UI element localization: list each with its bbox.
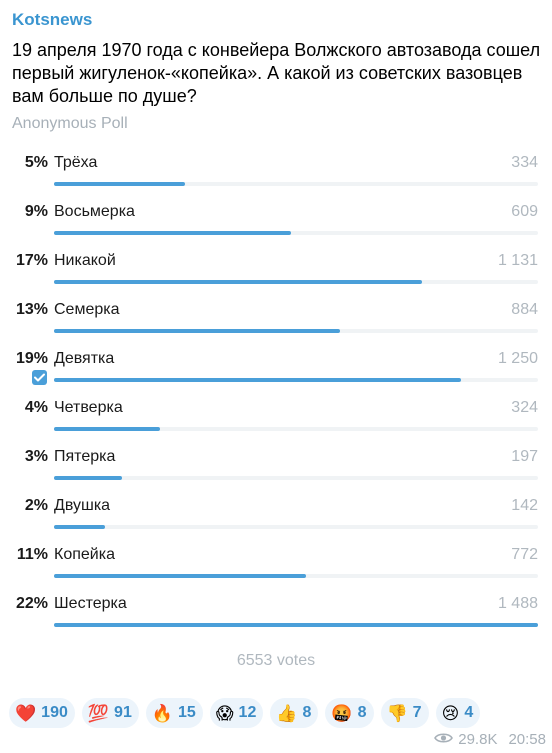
option-vote-count: 609 [511, 203, 538, 220]
option-label: Девятка [54, 350, 115, 367]
option-result-fill [54, 574, 306, 578]
hundred-points-icon: 💯 [87, 703, 110, 723]
poll-option[interactable]: 11% Копейка 772 [0, 546, 552, 595]
option-percent: 3% [24, 448, 48, 465]
views-count: 29.8K [458, 731, 498, 748]
option-result-fill [54, 280, 422, 284]
heart-icon: ❤️ [15, 703, 37, 723]
option-result-bar [54, 574, 538, 578]
poll-option[interactable]: 4% Четверка 324 [0, 399, 552, 448]
poll-option[interactable]: 22% Шестерка 1 488 [0, 595, 552, 644]
option-label: Пятерка [54, 448, 116, 465]
reaction-count: 8 [302, 704, 312, 721]
reaction-count: 12 [238, 704, 257, 721]
reaction-count: 91 [114, 704, 132, 721]
reaction-button[interactable]: 😱 12 [209, 698, 264, 728]
option-label: Никакой [54, 252, 116, 269]
cursing-face-icon: 🤬 [331, 703, 353, 723]
option-percent: 5% [24, 154, 48, 171]
reaction-count: 190 [41, 704, 68, 721]
option-result-fill [54, 525, 105, 529]
poll-option[interactable]: 2% Двушка 142 [0, 497, 552, 546]
channel-name[interactable]: Kotsnews [12, 10, 93, 29]
option-vote-count: 142 [511, 497, 538, 514]
reaction-count: 15 [178, 704, 196, 721]
option-vote-count: 1 250 [497, 350, 538, 367]
poll-question: 19 апреля 1970 года с конвейера Волжског… [12, 40, 541, 106]
option-percent: 2% [24, 497, 48, 514]
reaction-count: 8 [357, 704, 367, 721]
option-vote-count: 884 [511, 301, 538, 318]
fire-icon: 🔥 [151, 703, 174, 723]
poll-type-label: Anonymous Poll [12, 115, 128, 132]
option-vote-count: 1 131 [497, 252, 538, 269]
option-result-fill [54, 329, 340, 333]
selected-check-icon [32, 370, 47, 385]
option-label: Шестерка [54, 595, 127, 612]
reaction-count: 7 [412, 704, 422, 721]
option-label: Двушка [54, 497, 111, 514]
option-percent: 4% [24, 399, 48, 416]
reaction-button[interactable]: 👍 8 [270, 698, 319, 728]
poll-option[interactable]: 13% Семерка 884 [0, 301, 552, 350]
option-label: Трёха [54, 154, 98, 171]
option-result-bar [54, 329, 538, 333]
crying-face-icon: 😢 [441, 703, 460, 723]
option-result-fill [54, 231, 292, 235]
option-label: Четверка [54, 399, 123, 416]
reaction-button[interactable]: 💯 91 [81, 698, 139, 728]
option-label: Восьмерка [54, 203, 135, 220]
reaction-button[interactable]: 👎 7 [380, 698, 429, 728]
option-vote-count: 1 488 [497, 595, 538, 612]
option-percent: 17% [15, 252, 48, 269]
total-votes[interactable]: 6553 votes [236, 652, 316, 669]
reaction-button[interactable]: ❤️ 190 [9, 698, 75, 728]
screaming-face-icon: 😱 [215, 703, 234, 723]
option-result-bar [54, 623, 538, 627]
option-vote-count: 772 [511, 546, 538, 563]
option-vote-count: 334 [511, 154, 538, 171]
option-result-fill [54, 427, 161, 431]
option-result-bar [54, 427, 538, 431]
eye-icon [434, 731, 454, 748]
option-result-bar [54, 182, 538, 186]
poll-option[interactable]: 17% Никакой 1 131 [0, 252, 552, 301]
poll-option[interactable]: 5% Трёха 334 [0, 154, 552, 203]
post-meta: 29.8K 20:58 [434, 731, 546, 748]
thumbs-up-icon: 👍 [276, 703, 298, 723]
option-result-fill [54, 476, 122, 480]
reaction-count: 4 [464, 704, 474, 721]
reaction-button[interactable]: 😢 4 [435, 698, 481, 728]
poll-option[interactable]: 19% Девятка 1 250 [0, 350, 552, 399]
option-result-bar [54, 231, 538, 235]
option-result-fill [54, 182, 185, 186]
option-vote-count: 197 [511, 448, 538, 465]
poll-option[interactable]: 9% Восьмерка 609 [0, 203, 552, 252]
option-result-bar [54, 476, 538, 480]
option-vote-count: 324 [511, 399, 538, 416]
post-time: 20:58 [508, 731, 546, 748]
option-result-fill [54, 378, 461, 382]
option-percent: 19% [15, 350, 48, 367]
option-result-bar [54, 378, 538, 382]
reactions-bar: ❤️ 190 💯 91 🔥 15 😱 12 👍 8 🤬 8 👎 7 😢 4 [9, 698, 481, 728]
option-result-bar [54, 280, 538, 284]
option-percent: 11% [16, 546, 48, 563]
thumbs-down-icon: 👎 [386, 703, 408, 723]
option-label: Семерка [54, 301, 120, 318]
option-percent: 22% [15, 595, 48, 612]
option-result-bar [54, 525, 538, 529]
option-label: Копейка [54, 546, 115, 563]
option-percent: 13% [15, 301, 48, 318]
reaction-button[interactable]: 🔥 15 [145, 698, 203, 728]
poll-option[interactable]: 3% Пятерка 197 [0, 448, 552, 497]
option-percent: 9% [24, 203, 48, 220]
option-result-fill [54, 623, 538, 627]
reaction-button[interactable]: 🤬 8 [325, 698, 374, 728]
